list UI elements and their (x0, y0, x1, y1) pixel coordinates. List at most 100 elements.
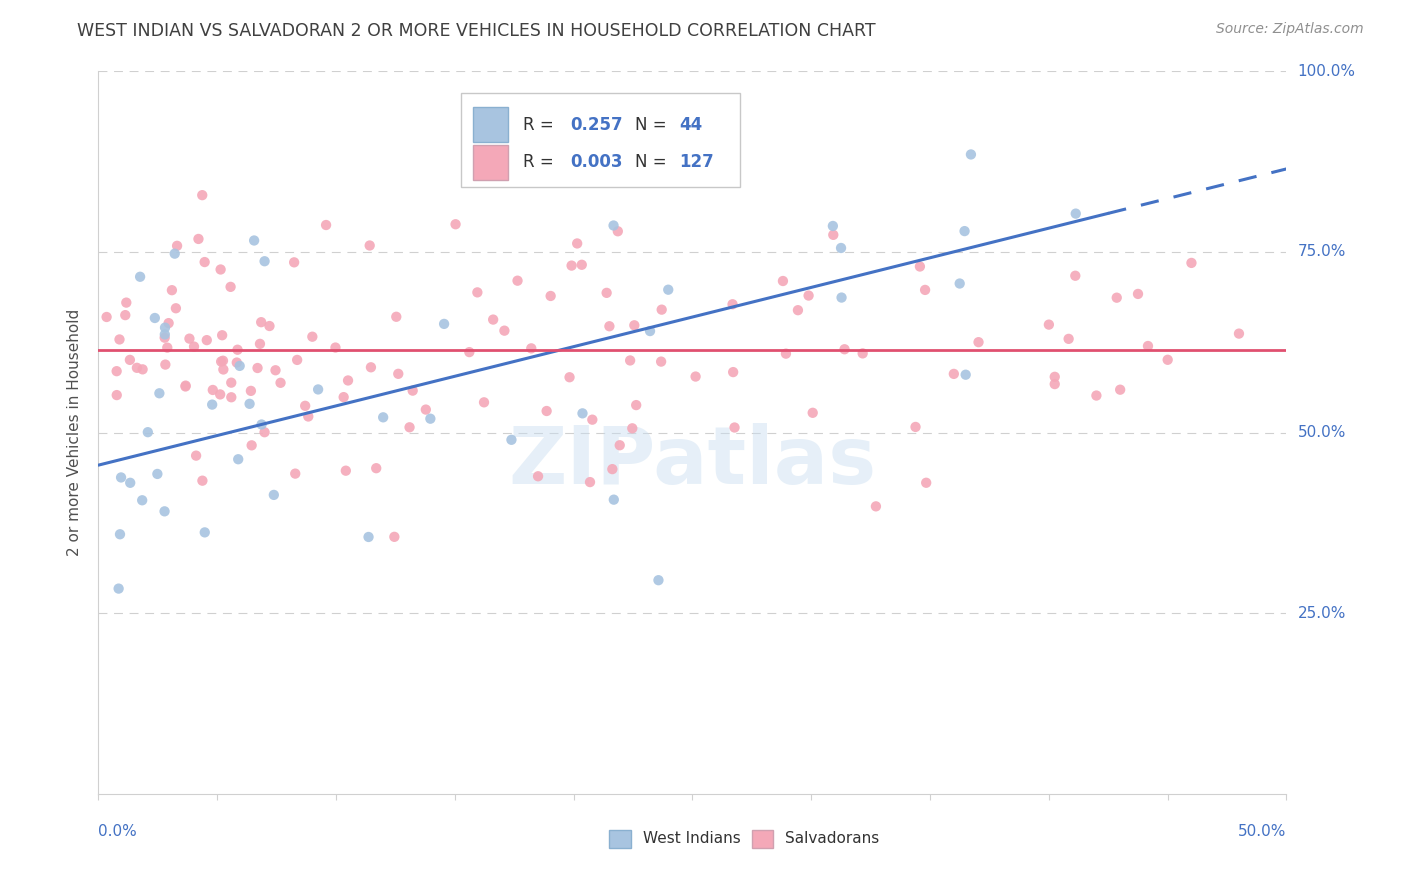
Point (561, 259, 583, 273)
Point (721, 365, 744, 379)
Point (623, 318, 645, 333)
Point (387, 367, 409, 381)
Point (301, 329, 323, 343)
Point (494, 324, 516, 338)
Point (153, 320, 176, 334)
Point (482, 312, 505, 326)
Point (209, 354, 232, 368)
Text: Salvadorans: Salvadorans (785, 831, 879, 847)
Point (108, 527, 131, 541)
Point (174, 379, 197, 393)
Point (239, 397, 262, 411)
Point (120, 475, 142, 490)
Point (115, 295, 138, 310)
Point (191, 188, 214, 202)
Point (415, 402, 437, 417)
Point (131, 362, 153, 376)
Point (540, 289, 562, 303)
Point (163, 246, 186, 260)
Point (787, 303, 810, 318)
Text: 127: 127 (679, 153, 714, 171)
Text: 0.003: 0.003 (569, 153, 623, 171)
Text: 25.0%: 25.0% (1298, 606, 1346, 621)
Point (624, 398, 647, 412)
Point (108, 333, 131, 347)
Point (105, 388, 128, 402)
Point (772, 274, 794, 288)
Point (228, 359, 250, 373)
Y-axis label: 2 or more Vehicles in Household: 2 or more Vehicles in Household (67, 309, 83, 557)
Point (131, 493, 153, 508)
Point (153, 504, 176, 518)
Point (1227, 326, 1250, 341)
Point (571, 406, 593, 420)
Point (506, 274, 529, 288)
Point (685, 369, 707, 384)
Point (458, 345, 481, 359)
Point (1109, 383, 1132, 397)
Point (335, 464, 357, 478)
Point (264, 363, 287, 377)
Point (852, 346, 875, 360)
Point (501, 433, 523, 447)
Point (332, 390, 354, 404)
Point (114, 308, 136, 322)
Point (194, 255, 217, 269)
Point (270, 376, 292, 390)
Point (250, 315, 273, 329)
Point (606, 224, 628, 238)
Point (1180, 256, 1202, 270)
Point (191, 474, 214, 488)
Point (209, 262, 232, 277)
Point (107, 582, 129, 596)
Point (165, 301, 187, 316)
Point (239, 384, 262, 398)
Point (179, 332, 201, 346)
Point (1043, 369, 1066, 384)
Point (527, 469, 550, 483)
Point (602, 462, 624, 476)
Point (595, 285, 617, 300)
Point (723, 420, 745, 434)
Point (602, 219, 624, 233)
Point (967, 335, 990, 350)
Point (105, 364, 128, 378)
Point (581, 412, 603, 426)
Point (194, 525, 217, 540)
Text: 0.257: 0.257 (569, 116, 623, 134)
Point (187, 232, 209, 246)
Bar (472, 145, 509, 180)
Point (243, 234, 266, 248)
Point (942, 367, 965, 381)
Point (118, 352, 141, 367)
Point (96, 310, 118, 324)
Point (253, 425, 276, 440)
Point (226, 343, 249, 357)
Point (153, 331, 176, 345)
Point (904, 420, 927, 434)
Point (143, 310, 166, 325)
Point (174, 378, 197, 392)
Bar (609, 830, 631, 848)
Point (160, 283, 183, 297)
Point (638, 324, 661, 338)
Point (219, 376, 242, 390)
Point (1064, 206, 1087, 220)
Point (1105, 291, 1128, 305)
Point (263, 488, 285, 502)
Point (325, 341, 347, 355)
Point (609, 438, 631, 452)
Point (166, 239, 188, 253)
Point (225, 355, 247, 369)
Point (398, 420, 420, 434)
Point (148, 386, 170, 401)
Point (402, 384, 425, 398)
Point (283, 255, 305, 269)
Point (472, 395, 495, 409)
Point (831, 291, 853, 305)
Point (195, 333, 218, 347)
Point (960, 147, 983, 161)
Point (621, 421, 644, 435)
Point (226, 452, 249, 467)
Point (201, 383, 224, 397)
